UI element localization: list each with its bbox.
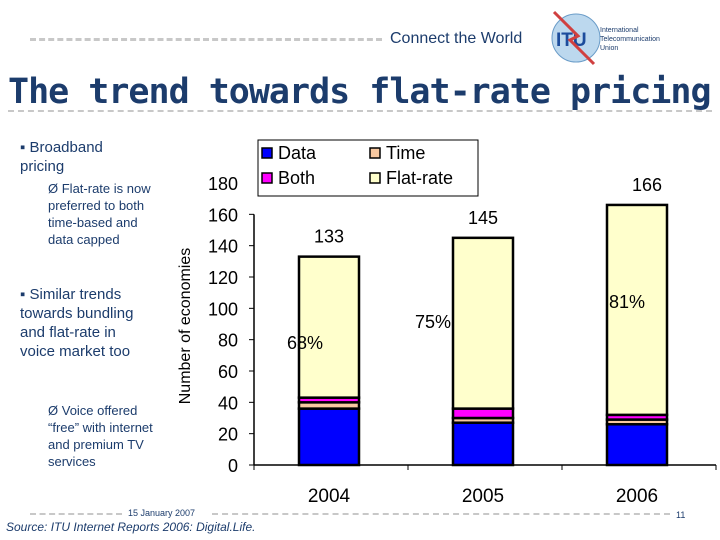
page-number: 11 (676, 510, 686, 520)
bullet-2: ▪ Similar trends towards bundling and fl… (20, 286, 134, 360)
legend-swatch (261, 172, 273, 184)
flat-share-label: 68% (287, 333, 323, 353)
x-tick-label: 2006 (616, 486, 658, 507)
sub-bullet-2: Ø Voice offered “free” with internet and… (48, 403, 153, 469)
legend-label: Time (386, 143, 425, 163)
svg-text:Telecommunication: Telecommunication (600, 36, 660, 43)
bar-both-2005 (451, 407, 515, 420)
footer-rule (212, 513, 670, 515)
y-tick-label: 100 (208, 299, 238, 319)
bar-data-2005 (451, 421, 515, 467)
tagline: Connect the World (390, 30, 523, 47)
total-label: 145 (468, 208, 498, 228)
legend-swatch (261, 147, 273, 159)
svg-text:International: International (600, 27, 639, 34)
y-tick-label: 140 (208, 237, 238, 257)
y-tick-label: 160 (208, 205, 238, 225)
bar-flat-rate-2004 (297, 255, 361, 399)
y-tick-label: 180 (208, 174, 238, 194)
total-label: 166 (632, 175, 662, 195)
footer-rule (30, 513, 122, 515)
x-tick-label: 2004 (308, 486, 351, 507)
legend (257, 139, 479, 197)
bullet-1: ▪ Broadband pricing (20, 139, 103, 175)
y-tick-label: 20 (218, 425, 238, 445)
flat-share-label: 81% (609, 292, 645, 312)
bar-flat-rate-2005 (451, 236, 515, 410)
y-tick-label: 80 (218, 331, 238, 351)
legend-swatch (369, 147, 381, 159)
bar-data-2004 (297, 407, 361, 467)
y-axis-label: Number of economies (177, 248, 194, 405)
total-label: 133 (314, 227, 344, 247)
legend-label: Both (278, 168, 315, 188)
bar-flat-rate-2006 (605, 203, 669, 417)
footer-date: 15 January 2007 (128, 508, 196, 518)
svg-text:Union: Union (600, 45, 618, 52)
legend-swatch (369, 172, 381, 184)
y-tick-label: 60 (218, 362, 238, 382)
flat-share-label: 75% (415, 312, 451, 332)
y-tick-label: 120 (208, 268, 238, 288)
page-title: The trend towards flat-rate pricing (8, 72, 712, 112)
legend-label: Flat-rate (386, 168, 453, 188)
x-tick-label: 2005 (462, 486, 504, 507)
source-note: Source: ITU Internet Reports 2006: Digit… (6, 520, 256, 534)
title-rule (8, 110, 712, 112)
y-tick-label: 0 (228, 456, 238, 476)
bar-data-2006 (605, 423, 669, 467)
itu-logo: ITU International Telecommunication Unio… (551, 10, 660, 66)
legend-label: Data (278, 143, 317, 163)
header-rule (30, 38, 382, 41)
sub-bullet-1: Ø Flat-rate is now preferred to both tim… (48, 181, 151, 247)
y-tick-label: 40 (218, 393, 238, 413)
